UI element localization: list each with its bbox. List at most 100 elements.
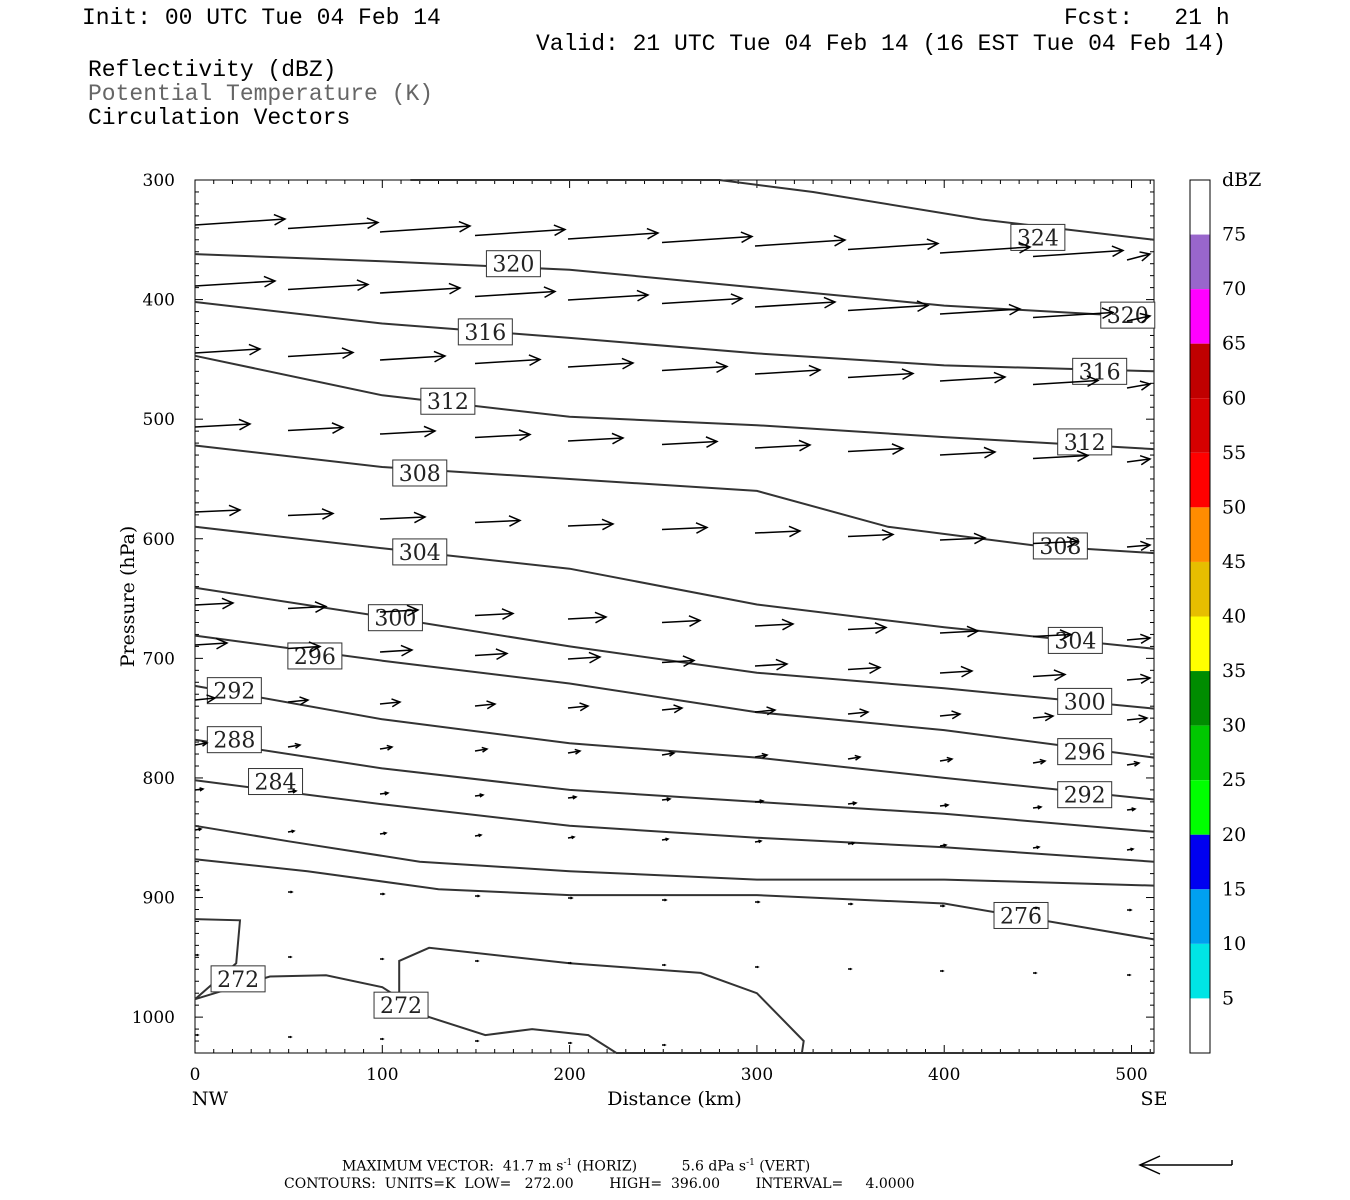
vector-arrow xyxy=(946,756,954,763)
vector-arrow xyxy=(199,787,205,792)
vector-arrow xyxy=(215,637,229,650)
contour-label: 316 xyxy=(464,321,506,346)
contour-label: 312 xyxy=(1064,431,1106,456)
vector-arrow xyxy=(901,368,915,381)
contour-label-box xyxy=(367,604,423,632)
vector-arrow xyxy=(379,430,436,435)
vector-arrow xyxy=(661,235,753,244)
vector-arrow xyxy=(287,221,379,230)
colorbar-swatch xyxy=(1190,234,1210,290)
vector-arrow xyxy=(966,625,980,638)
vector-arrow xyxy=(1131,807,1137,812)
vector-arrow xyxy=(567,705,589,709)
vector-arrow xyxy=(567,232,659,240)
vector-arrow xyxy=(196,1033,200,1037)
x-tick-label: 0 xyxy=(190,1065,201,1085)
vector-arrow xyxy=(289,1035,293,1039)
colorbar-swatch xyxy=(1190,343,1210,399)
vector-arrow xyxy=(661,659,695,664)
contour-line xyxy=(194,858,1155,941)
vector-arrow xyxy=(1066,536,1080,548)
vector-arrow xyxy=(926,238,940,251)
vector-arrow xyxy=(1126,717,1148,721)
vector-arrow xyxy=(292,789,298,794)
vector-arrow xyxy=(1032,633,1072,638)
x-tick-label: 100 xyxy=(366,1065,398,1085)
vector-arrow xyxy=(1140,633,1152,644)
contour-label: 308 xyxy=(1039,535,1081,560)
colorbar-label: 30 xyxy=(1222,715,1246,737)
vector-arrow xyxy=(852,801,858,806)
x-end-label-nw: NW xyxy=(192,1088,229,1110)
vector-arrow xyxy=(847,304,929,312)
x-tick-label: 500 xyxy=(1115,1065,1147,1085)
colorbar-label: 50 xyxy=(1222,496,1246,518)
vector-arrow xyxy=(1044,712,1055,722)
vector-arrow xyxy=(688,615,702,627)
vector-arrow xyxy=(823,296,837,309)
colorbar-label: 75 xyxy=(1222,224,1246,246)
vector-arrow xyxy=(287,645,321,650)
vector-arrow xyxy=(594,611,608,624)
vector-arrow xyxy=(1032,379,1099,386)
vector-arrow xyxy=(197,888,201,892)
vector-arrow xyxy=(636,289,650,302)
vector-arrow xyxy=(474,748,488,752)
vector-arrow xyxy=(569,1041,573,1045)
colorbar-label: 5 xyxy=(1222,987,1234,1009)
x-axis-label: Distance (km) xyxy=(607,1088,742,1110)
vector-arrow xyxy=(574,748,582,755)
vector-arrow xyxy=(198,827,203,832)
vector-arrow xyxy=(341,347,355,360)
vector-arrow xyxy=(1053,669,1067,682)
colorbar-label: 20 xyxy=(1222,824,1246,846)
vector-arrow xyxy=(528,354,542,367)
vector-arrow xyxy=(661,707,683,711)
vector-arrow xyxy=(379,355,446,361)
vector-arrow xyxy=(661,297,743,305)
vector-arrow xyxy=(570,896,574,900)
vector-arrow xyxy=(661,619,701,624)
vector-arrow xyxy=(331,422,345,434)
vector-arrow xyxy=(661,365,728,372)
vector-arrow xyxy=(579,702,590,712)
vector-arrow xyxy=(518,429,532,441)
vector-arrow xyxy=(1129,908,1133,912)
vector-arrow xyxy=(194,602,234,606)
vector-arrow xyxy=(1032,454,1089,460)
vector-arrow xyxy=(486,700,497,710)
y-tick-label: 600 xyxy=(143,530,175,550)
vector-arrow xyxy=(939,537,986,541)
vector-arrow xyxy=(588,651,602,664)
vector-arrow xyxy=(474,358,541,365)
vector-arrow xyxy=(379,701,401,705)
contour-label: 304 xyxy=(399,541,441,566)
colorbar-label: 45 xyxy=(1222,551,1246,573)
vector-arrow xyxy=(939,308,1021,315)
vector-arrow xyxy=(754,709,776,713)
contour-line xyxy=(194,301,1155,373)
colorbar-label: 60 xyxy=(1222,387,1246,409)
contour-label-box xyxy=(993,901,1049,929)
vector-arrow xyxy=(478,833,483,838)
vector-arrow xyxy=(1032,673,1066,678)
vector-arrow xyxy=(1130,847,1135,852)
vector-arrow xyxy=(1139,251,1152,262)
vector-arrow xyxy=(758,839,763,844)
vector-arrow xyxy=(754,444,811,449)
vector-arrow xyxy=(1035,906,1039,910)
vector-arrow xyxy=(705,436,719,448)
vector-arrow xyxy=(543,286,557,299)
vector-arrow xyxy=(891,443,905,455)
vector-arrow xyxy=(287,512,334,517)
x-tick-label: 400 xyxy=(928,1065,960,1085)
vector-arrow xyxy=(1133,760,1141,767)
vector-arrow xyxy=(874,622,888,634)
vector-arrow xyxy=(1032,760,1046,764)
vector-arrow xyxy=(1032,715,1054,719)
vector-arrow xyxy=(808,364,822,377)
vector-arrow xyxy=(1018,241,1032,254)
vector-arrow xyxy=(572,795,578,800)
vector-arrow xyxy=(474,652,508,657)
vector-arrow xyxy=(849,967,853,971)
